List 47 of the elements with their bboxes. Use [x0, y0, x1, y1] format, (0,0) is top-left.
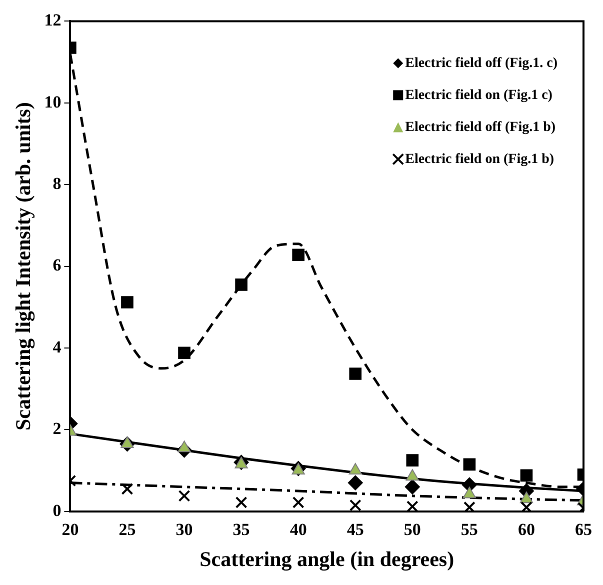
point — [348, 463, 362, 475]
y-tick-label: 8 — [52, 174, 62, 193]
point — [463, 501, 476, 512]
legend-label: Electric field on (Fig.1 c) — [405, 88, 553, 103]
y-tick-label: 6 — [52, 256, 62, 275]
point — [292, 248, 304, 262]
legend-label: Electric field off (Fig.1 b) — [405, 120, 556, 135]
point — [292, 496, 304, 508]
x-tick-label: 55 — [460, 520, 478, 539]
y-tick-label: 10 — [44, 92, 62, 112]
point — [520, 501, 532, 512]
point — [349, 368, 362, 380]
y-tick-label: 2 — [52, 419, 62, 438]
point — [120, 436, 134, 448]
point — [121, 482, 134, 495]
y-axis-title: Scattering light Intensity (arb. units) — [11, 102, 36, 431]
point — [406, 454, 419, 466]
point — [349, 499, 362, 512]
point — [406, 469, 419, 481]
point — [178, 440, 191, 452]
x-tick-label: 50 — [404, 520, 421, 539]
point — [463, 458, 476, 471]
x-tick-label: 25 — [118, 520, 136, 539]
x-axis-title: Scattering angle (in degrees) — [200, 546, 454, 571]
y-tick-label: 12 — [44, 10, 62, 30]
x-tick-label: 30 — [176, 520, 193, 539]
point — [235, 278, 248, 291]
y-tick-label: 4 — [52, 337, 62, 356]
x-tick-label: 40 — [290, 520, 307, 539]
x-tick-label: 45 — [346, 520, 364, 539]
x-tick-label: 20 — [62, 520, 79, 539]
point — [235, 496, 248, 508]
point — [462, 486, 476, 498]
point — [178, 490, 190, 502]
y-tick-label: 0 — [52, 500, 62, 520]
legend-label: Electric field off (Fig.1. c) — [405, 56, 558, 71]
x-tick-label: 65 — [575, 520, 592, 539]
point — [520, 492, 534, 504]
point — [348, 475, 363, 490]
point — [178, 346, 190, 360]
point — [406, 500, 418, 512]
x-tick-label: 60 — [518, 520, 535, 539]
legend-label: Electric field on (Fig.1 b) — [405, 152, 554, 167]
point — [520, 469, 533, 482]
point — [404, 479, 420, 494]
point — [121, 296, 134, 308]
x-tick-label: 35 — [232, 520, 250, 539]
